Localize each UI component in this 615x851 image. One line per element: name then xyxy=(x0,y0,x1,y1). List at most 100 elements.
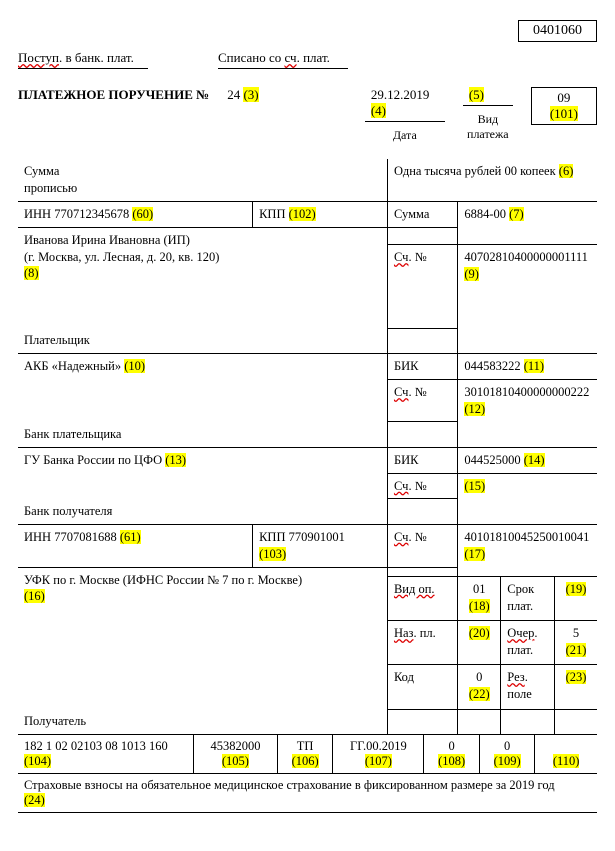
recip-bank-section: Банк получателя xyxy=(18,499,387,524)
ref-61: (61) xyxy=(120,530,141,544)
ocher-label: Очер. плат. xyxy=(501,621,555,665)
rez-label: Рез. поле xyxy=(501,665,555,709)
ref-11: (11) xyxy=(524,359,544,373)
payer-bank-name: АКБ «Надежный» xyxy=(24,359,121,373)
recip-name-cell: УФК по г. Москве (ИФНС России № 7 по г. … xyxy=(18,567,387,709)
ref-109: (109) xyxy=(494,754,521,768)
payer-bank-section: Банк плательщика xyxy=(18,422,387,447)
ref-102: (102) xyxy=(289,207,316,221)
date-col: 29.12.2019 (4) Дата xyxy=(365,87,445,143)
written-off-stamp: Списано со сч. плат. xyxy=(218,50,348,69)
ref-14: (14) xyxy=(524,453,545,467)
doc-number: 24 xyxy=(227,87,240,102)
priority-col: 09 (101) xyxy=(531,87,597,125)
recip-section: Получатель xyxy=(18,709,387,734)
ref-21: (21) xyxy=(566,643,587,657)
stamp-right-post: . плат. xyxy=(297,50,330,65)
recip-bank-bik-label: БИК xyxy=(387,447,457,473)
ref-9: (9) xyxy=(464,267,479,281)
rez-cell: (23) xyxy=(554,665,597,709)
ref-104: (104) xyxy=(24,754,51,768)
ref-8: (8) xyxy=(24,266,39,280)
ref-108: (108) xyxy=(438,754,465,768)
nazpl-cell: (20) xyxy=(458,621,501,665)
payer-acc-label: Сч. № xyxy=(387,245,457,328)
period-cell: ГГ.00.2019(107) xyxy=(333,735,424,773)
oktmo-cell: 45382000(105) xyxy=(194,735,278,773)
date-label: Дата xyxy=(393,128,417,143)
ref-19: (19) xyxy=(566,582,587,596)
ref-12: (12) xyxy=(464,402,485,416)
ref-101: (101) xyxy=(550,106,578,121)
priority: 09 xyxy=(557,90,570,105)
payer-section: Плательщик xyxy=(18,328,387,353)
kbk-cell: 182 1 02 02103 08 1013 160 (104) xyxy=(18,735,194,773)
ref-22: (22) xyxy=(469,687,490,701)
recip-kpp-cell: КПП 770901001 (103) xyxy=(253,524,388,567)
form-code: 0401060 xyxy=(533,23,582,38)
ref-4: (4) xyxy=(371,103,386,118)
payer-name: Иванова Ирина Ивановна (ИП) xyxy=(24,233,190,247)
payment-purpose: Страховые взносы на обязательное медицин… xyxy=(18,774,597,813)
recip-acc-label: Сч. № xyxy=(387,524,457,567)
docnum-cell: 0(108) xyxy=(424,735,480,773)
ref-5: (5) xyxy=(469,87,484,102)
doc-number-cell: 24 (3) xyxy=(227,87,267,103)
ref-3: (3) xyxy=(243,87,258,102)
ref-13: (13) xyxy=(165,453,186,467)
summa-text: Одна тысяча рублей 00 копеек xyxy=(394,164,556,178)
ref-106: (106) xyxy=(292,754,319,768)
ref-17: (17) xyxy=(464,547,485,561)
recip-bank-cell: ГУ Банка России по ЦФО (13) xyxy=(18,447,387,499)
payer-inn-cell: ИНН 770712345678 (60) xyxy=(18,201,253,227)
recip-bank-bik-cell: 044525000 (14) xyxy=(458,447,597,473)
ref-24: (24) xyxy=(24,793,45,807)
basis-cell: ТП(106) xyxy=(278,735,334,773)
stamp-row: Поступ. в банк. плат. Списано со сч. пла… xyxy=(18,50,597,69)
form-code-box: 0401060 xyxy=(518,20,597,42)
payer-inn: 770712345678 xyxy=(54,207,129,221)
vidop-label: Вид оп. xyxy=(387,576,457,620)
stamp-right-red: сч xyxy=(285,50,297,65)
ref-18: (18) xyxy=(469,599,490,613)
payer-bank-bik-cell: 044583222 (11) xyxy=(458,354,597,380)
summa-label: Сумма прописью xyxy=(18,159,387,201)
srok-label: Срок плат. xyxy=(501,576,555,620)
payer-acc-cell: 40702810400000001111 (9) xyxy=(458,245,597,328)
ref-10: (10) xyxy=(124,359,145,373)
summa-short-label: Сумма xyxy=(387,201,457,227)
vidop-cell: 01(18) xyxy=(458,576,501,620)
vid-label: Вид платежа xyxy=(467,112,509,142)
vid-col: (5) Вид платежа xyxy=(463,87,513,142)
recip-inn-cell: ИНН 7707081688 (61) xyxy=(18,524,253,567)
ref-60: (60) xyxy=(132,207,153,221)
summa-val: 6884-00 xyxy=(464,207,506,221)
header-row: ПЛАТЕЖНОЕ ПОРУЧЕНИЕ № 24 (3) 29.12.2019 … xyxy=(18,87,597,143)
budget-codes-row: 182 1 02 02103 08 1013 160 (104) 4538200… xyxy=(18,735,597,774)
recip-bank-acc-label: Сч. № xyxy=(387,473,457,499)
ref-110: (110) xyxy=(553,754,580,768)
inn-label: ИНН xyxy=(24,207,51,221)
bank-in-stamp: Поступ. в банк. плат. xyxy=(18,50,148,69)
ref-6: (6) xyxy=(559,164,574,178)
kod-cell: 0(22) xyxy=(458,665,501,709)
stamp-right-pre: Списано со xyxy=(218,50,285,65)
recip-bank-acc-ref: (15) xyxy=(458,473,597,499)
summa-val-cell: 6884-00 (7) xyxy=(458,201,597,227)
summa-text-cell: Одна тысяча рублей 00 копеек (6) xyxy=(387,159,597,201)
srok-cell: (19) xyxy=(554,576,597,620)
stamp-left-rest: . в банк. плат. xyxy=(59,50,134,65)
recip-acc-cell: 40101810045250010041 (17) xyxy=(458,524,597,567)
payer-kpp-cell: КПП (102) xyxy=(253,201,388,227)
ref-105: (105) xyxy=(222,754,249,768)
doc-title: ПЛАТЕЖНОЕ ПОРУЧЕНИЕ № xyxy=(18,87,209,103)
stamp-left-red: Поступ xyxy=(18,50,59,65)
payer-name-cell: Иванова Ирина Ивановна (ИП) (г. Москва, … xyxy=(18,227,387,328)
doc-date: 29.12.2019 xyxy=(371,87,430,102)
kod-label: Код xyxy=(387,665,457,709)
type-cell: (110) xyxy=(535,735,597,773)
payer-acc: 40702810400000001111 xyxy=(464,250,588,264)
kpp-label: КПП xyxy=(259,207,285,221)
ref-103: (103) xyxy=(259,547,286,561)
payer-bank-bik-label: БИК xyxy=(387,354,457,380)
